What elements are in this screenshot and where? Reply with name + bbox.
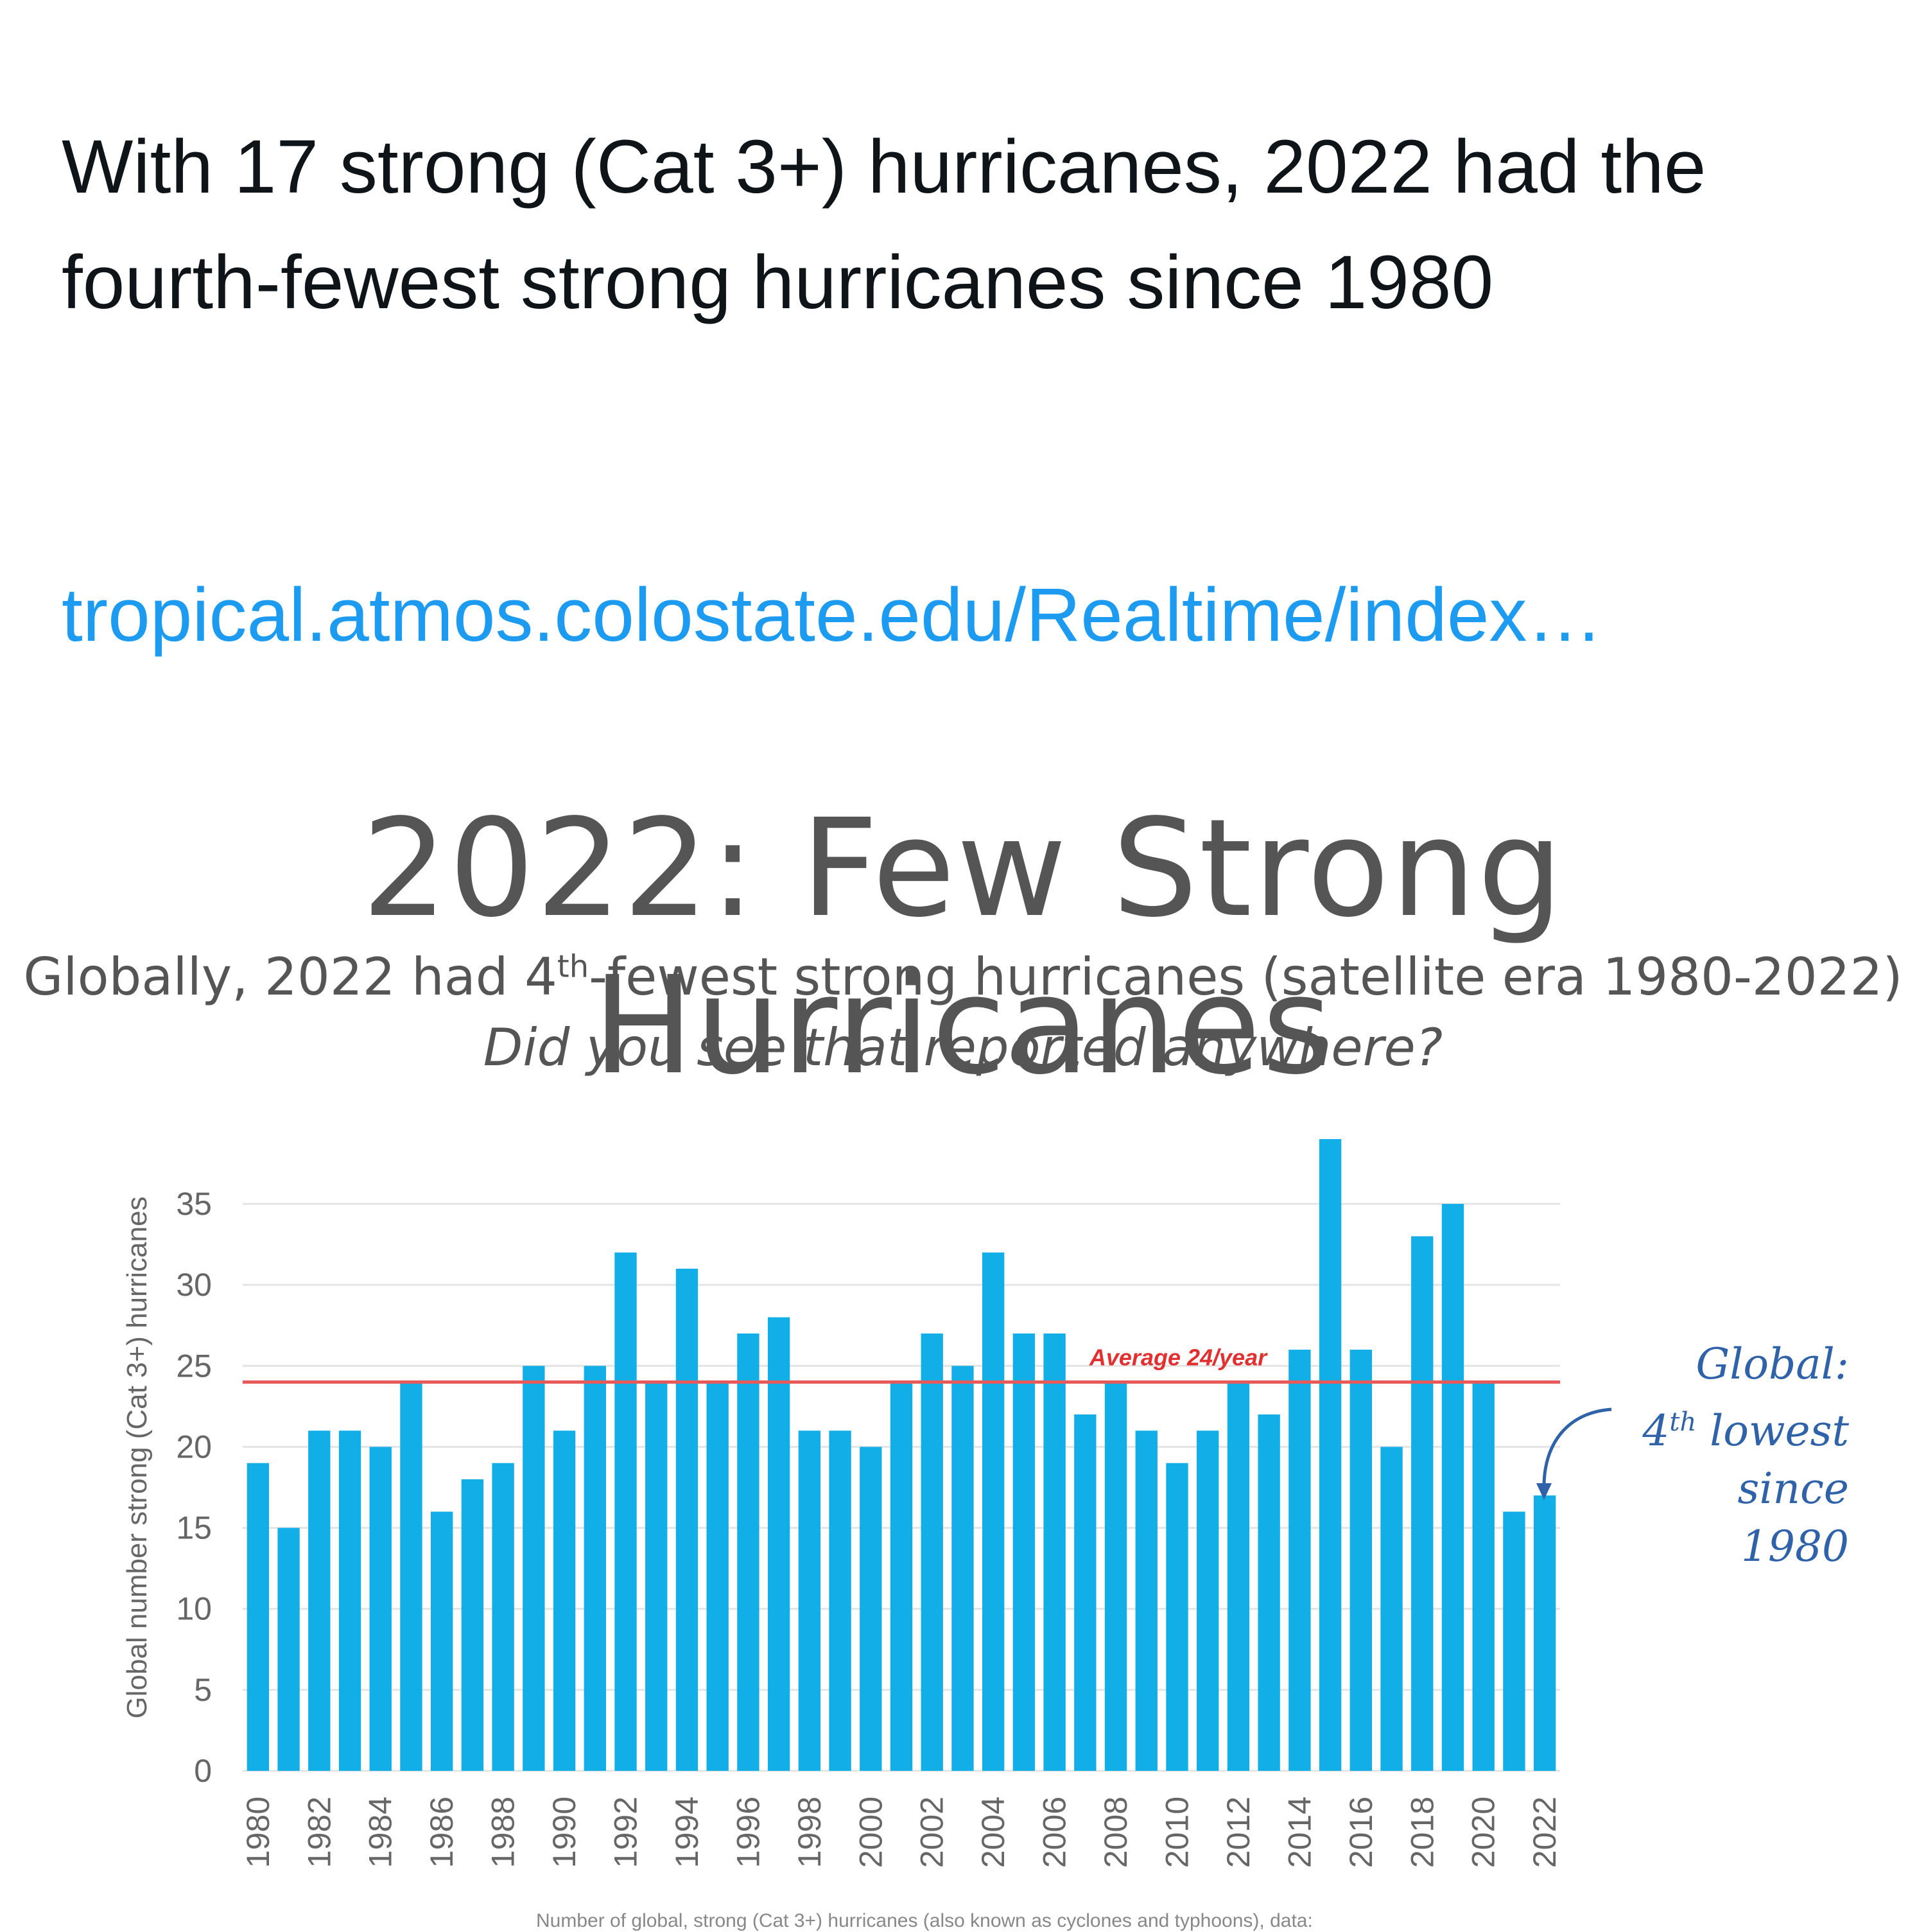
y-tick-label: 0 xyxy=(194,1753,212,1789)
bar-2012 xyxy=(1227,1382,1250,1771)
bar-2005 xyxy=(1012,1333,1036,1771)
chart-subtitle: Globally, 2022 had 4th-fewest strong hur… xyxy=(0,947,1926,1007)
y-tick-label: 25 xyxy=(176,1348,212,1384)
x-tick-label: 1984 xyxy=(363,1797,399,1868)
bar-1986 xyxy=(431,1511,453,1771)
x-tick-label: 1996 xyxy=(730,1797,766,1868)
annotation-line1: Global: xyxy=(1696,1339,1849,1389)
x-tick-label: 1986 xyxy=(424,1797,460,1868)
bar-2010 xyxy=(1166,1463,1188,1771)
bar-1982 xyxy=(308,1431,331,1771)
x-tick-label: 2012 xyxy=(1220,1797,1256,1868)
y-axis-ticks: 0 5 10 15 20 25 30 35 xyxy=(176,1186,212,1789)
y-tick-label: 5 xyxy=(194,1672,212,1708)
x-tick-label: 1994 xyxy=(669,1797,705,1868)
annotation-ordinal-sup: th xyxy=(1669,1407,1697,1437)
x-tick-label: 2008 xyxy=(1098,1797,1134,1868)
bar-2014 xyxy=(1288,1350,1311,1771)
x-tick-label: 2006 xyxy=(1037,1797,1073,1868)
x-tick-label: 2018 xyxy=(1404,1797,1440,1868)
x-axis-ticks: 1980 1982 1984 1986 1988 1990 1992 1994 1996 1998… xyxy=(240,1797,1563,1868)
x-tick-label: 1988 xyxy=(485,1797,521,1868)
bar-2019 xyxy=(1441,1204,1464,1771)
x-tick-label: 1992 xyxy=(608,1797,644,1868)
bar-2001 xyxy=(890,1382,913,1771)
bar-1983 xyxy=(338,1431,361,1771)
bars xyxy=(247,1139,1556,1771)
bar-1991 xyxy=(584,1366,606,1771)
bar-2009 xyxy=(1135,1431,1158,1771)
annotation-line3: since xyxy=(1737,1464,1849,1513)
x-tick-label: 2010 xyxy=(1159,1797,1195,1868)
bar-2016 xyxy=(1349,1350,1372,1771)
tweet-link[interactable]: tropical.atmos.colostate.edu/Realtime/in… xyxy=(62,573,1603,657)
annotation-ordinal: 4 xyxy=(1642,1406,1670,1456)
x-tick-label: 2020 xyxy=(1466,1797,1502,1868)
bar-2018 xyxy=(1411,1236,1434,1771)
tweet-text: With 17 strong (Cat 3+) hurricanes, 2022… xyxy=(62,125,1706,325)
x-tick-label: 2000 xyxy=(853,1797,889,1868)
chart-question: Did you see that reported anywhere? xyxy=(483,1018,1443,1077)
subtitle-suffix: -fewest strong hurricanes (satellite era… xyxy=(589,947,1903,1007)
bar-1993 xyxy=(645,1382,668,1771)
subtitle-prefix: Globally, 2022 had 4 xyxy=(23,947,557,1007)
bar-1984 xyxy=(369,1447,392,1771)
y-tick-label: 30 xyxy=(176,1267,212,1303)
bar-2020 xyxy=(1472,1382,1495,1771)
x-tick-label: 1980 xyxy=(240,1797,276,1868)
bar-2021 xyxy=(1503,1511,1525,1771)
bar-2015 xyxy=(1319,1139,1342,1771)
y-tick-label: 35 xyxy=(176,1186,212,1222)
bar-1985 xyxy=(400,1382,422,1771)
chart-title: 2022: Few Strong Hurricanes xyxy=(361,790,1565,1104)
bar-1981 xyxy=(277,1527,300,1771)
y-tick-label: 20 xyxy=(176,1429,212,1465)
y-tick-label: 10 xyxy=(176,1591,212,1627)
annotation-lowest: lowest xyxy=(1710,1406,1849,1456)
annotation-line2: 4th lowest xyxy=(1592,1393,1849,1460)
bar-1994 xyxy=(675,1268,698,1771)
annotation-arrow xyxy=(1542,1407,1612,1487)
bar-1995 xyxy=(706,1382,729,1771)
average-label: Average 24/year xyxy=(1089,1345,1268,1371)
bar-2013 xyxy=(1258,1414,1280,1771)
bar-1987 xyxy=(461,1479,484,1771)
average-line-group: Average 24/year xyxy=(243,1345,1560,1384)
bar-1996 xyxy=(737,1333,759,1771)
x-tick-label: 2022 xyxy=(1527,1797,1563,1868)
bar-2017 xyxy=(1380,1447,1403,1771)
bar-1988 xyxy=(492,1463,514,1771)
bar-1989 xyxy=(523,1366,545,1771)
bar-2007 xyxy=(1074,1414,1097,1771)
chart-footnote: Number of global, strong (Cat 3+) hurric… xyxy=(536,1910,1313,1931)
bar-2000 xyxy=(860,1447,882,1771)
x-tick-label: 2016 xyxy=(1343,1797,1379,1868)
bar-1999 xyxy=(829,1431,851,1771)
y-tick-label: 15 xyxy=(176,1510,212,1546)
bar-2003 xyxy=(951,1366,974,1771)
x-tick-label: 2002 xyxy=(914,1797,950,1868)
x-tick-label: 1990 xyxy=(546,1797,582,1868)
bar-2004 xyxy=(982,1252,1005,1771)
annotation-arrowhead xyxy=(1536,1483,1552,1500)
bar-1980 xyxy=(247,1463,270,1771)
bar-1992 xyxy=(614,1252,637,1771)
x-tick-label: 1998 xyxy=(792,1797,828,1868)
subtitle-sup: th xyxy=(557,948,589,985)
x-tick-label: 1982 xyxy=(301,1797,337,1868)
bar-2011 xyxy=(1197,1431,1219,1771)
bar-1998 xyxy=(798,1431,821,1771)
bar-2008 xyxy=(1104,1382,1127,1771)
bar-1997 xyxy=(767,1317,790,1771)
bar-2022 xyxy=(1533,1495,1556,1771)
bar-1990 xyxy=(553,1431,576,1771)
annotation-line4: 1980 xyxy=(1741,1522,1849,1571)
y-axis-label: Global number strong (Cat 3+) hurricanes xyxy=(121,1196,153,1718)
bar-2006 xyxy=(1043,1333,1066,1771)
annotation-note: Global: 4th lowest since 1980 xyxy=(1592,1336,1849,1576)
x-tick-label: 2004 xyxy=(975,1797,1011,1868)
x-tick-label: 2014 xyxy=(1281,1797,1317,1868)
bar-2002 xyxy=(921,1333,943,1771)
